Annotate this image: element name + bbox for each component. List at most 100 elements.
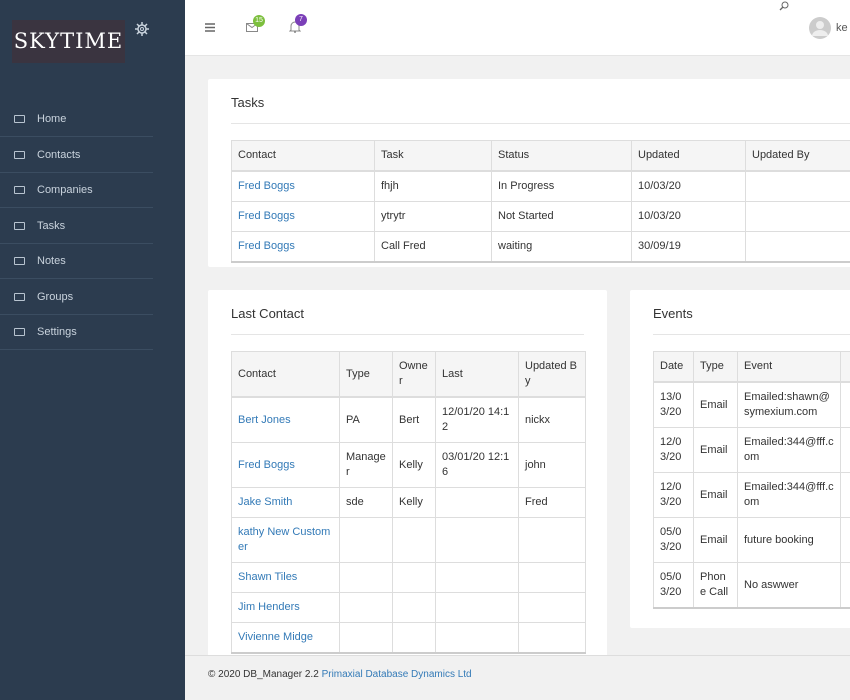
table-cell: Email <box>693 517 738 563</box>
cell-text: 12/01/20 14:12 <box>442 406 510 433</box>
settings-icon[interactable] <box>135 22 149 36</box>
contact-link[interactable]: Fred Boggs <box>238 180 295 192</box>
contact-link[interactable]: Jake Smith <box>238 496 293 508</box>
menu-toggle[interactable] <box>205 23 215 32</box>
header-row: Date Type Event <box>653 351 850 383</box>
search-icon[interactable] <box>779 1 789 11</box>
nav-icon <box>14 328 25 336</box>
nav-item[interactable]: Home <box>0 102 153 137</box>
table-cell: 05/03/20 <box>653 517 694 563</box>
contact-link[interactable]: Shawn Tiles <box>238 571 298 583</box>
table-cell: PA <box>339 396 393 443</box>
column-header: Task <box>374 140 492 172</box>
table-cell: Kelly <box>392 487 436 518</box>
divider <box>231 334 584 335</box>
table-cell <box>840 472 850 518</box>
table-cell: 10/03/20 <box>631 201 746 232</box>
cell-text: Phone Call <box>700 571 729 598</box>
nav-item[interactable]: Groups <box>0 280 153 315</box>
column-header: Contact <box>231 140 375 172</box>
cell-text: Emailed:344@fff.com <box>744 436 834 463</box>
cell-text: PA <box>346 413 360 426</box>
cell-text: Emailed:shawn@symexium.com <box>744 391 830 418</box>
table-row: Fred Boggs ytrytr Not Started 10/03/20 <box>231 201 850 232</box>
footer: © 2020 DB_Manager 2.2 Primaxial Database… <box>185 655 850 700</box>
table-row: Vivienne Midge <box>231 622 586 654</box>
user-name[interactable]: ke <box>836 22 848 34</box>
company-link[interactable]: Primaxial Database Dynamics Ltd <box>321 669 472 680</box>
table-cell <box>435 517 519 563</box>
table-row: 13/03/20 Email Emailed:shawn@symexium.com <box>653 381 850 428</box>
nav-item[interactable]: Tasks <box>0 209 153 244</box>
cell-text: Manager <box>346 451 386 478</box>
table-cell <box>840 381 850 428</box>
table-row: 05/03/20 Email future booking <box>653 517 850 563</box>
table-cell: Email <box>693 472 738 518</box>
cell-text: No aswwer <box>744 578 799 591</box>
table-cell: Fred <box>518 487 586 518</box>
table-cell <box>435 562 519 593</box>
table-row: 12/03/20 Email Emailed:344@fff.com <box>653 427 850 473</box>
nav-item[interactable]: Contacts <box>0 138 153 173</box>
cell-text: Emailed:344@fff.com <box>744 481 834 508</box>
contact-link[interactable]: kathy New Customer <box>238 526 331 553</box>
table-row: Fred Boggs Call Fred waiting 30/09/19 <box>231 231 850 263</box>
table-cell: In Progress <box>491 170 632 202</box>
table-cell: Email <box>693 427 738 473</box>
column-header: Event <box>737 351 841 383</box>
contact-link[interactable]: Vivienne Midge <box>238 631 314 643</box>
table-row: 12/03/20 Email Emailed:344@fff.com <box>653 472 850 518</box>
header-row: Contact Task Status Updated Updated By <box>231 140 850 172</box>
table-cell: Emailed:shawn@symexium.com <box>737 381 841 428</box>
contact-link[interactable]: Fred Boggs <box>238 458 295 471</box>
cell-text: 10/03/20 <box>638 210 681 222</box>
logo[interactable]: SKYTIME <box>12 20 125 63</box>
table-cell: Bert <box>392 396 436 443</box>
table-cell <box>840 427 850 473</box>
cell-text: Email <box>700 533 728 546</box>
table-cell: Call Fred <box>374 231 492 263</box>
table-cell: 03/01/20 12:16 <box>435 442 519 488</box>
contact-link[interactable]: Bert Jones <box>238 413 291 426</box>
column-header: Owner <box>392 351 436 398</box>
events-table: Date Type Event 13/03/20 Email Emailed:shawn@… <box>653 351 850 609</box>
column-header: Status <box>491 140 632 172</box>
nav-icon <box>14 150 25 159</box>
cell-text: 10/03/20 <box>638 180 681 192</box>
table-cell: Phone Call <box>693 562 738 609</box>
cell-text: Call Fred <box>381 240 426 252</box>
nav-label: Companies <box>37 184 93 196</box>
events-card: Events Date Type Event 13/03/20 Email Emailed… <box>630 290 850 628</box>
table-cell: 13/03/20 <box>653 381 694 428</box>
table-row: kathy New Customer <box>231 517 586 563</box>
cell-text: Not Started <box>498 210 554 222</box>
column-header <box>840 351 850 383</box>
contact-link[interactable]: Jim Henders <box>238 601 300 613</box>
cell-text: sde <box>346 496 364 508</box>
avatar[interactable] <box>809 17 831 39</box>
column-header: Type <box>339 351 393 398</box>
nav-icon <box>14 257 25 265</box>
table-cell: 10/03/20 <box>631 170 746 202</box>
nav-label: Groups <box>37 290 74 303</box>
contact-link[interactable]: Fred Boggs <box>238 240 295 252</box>
table-cell <box>745 170 850 202</box>
table-cell: Vivienne Midge <box>231 622 340 654</box>
table-cell <box>518 592 586 623</box>
card-title: Last Contact <box>231 306 304 321</box>
nav-icon <box>14 115 25 123</box>
table-cell <box>435 487 519 518</box>
cell-text: john <box>525 458 546 471</box>
cell-text: Email <box>700 443 728 456</box>
table-cell <box>392 562 436 593</box>
table-cell: Jim Henders <box>231 592 340 623</box>
table-row: Fred Boggs fhjh In Progress 10/03/20 <box>231 170 850 202</box>
nav-item[interactable]: Notes <box>0 244 153 279</box>
nav-item[interactable]: Companies <box>0 173 153 208</box>
contact-link[interactable]: Fred Boggs <box>238 210 295 222</box>
nav-label: Settings <box>37 326 77 338</box>
table-cell: Bert Jones <box>231 396 340 443</box>
cell-text: 12/03/20 <box>660 436 682 463</box>
nav-item[interactable]: Settings <box>0 315 153 350</box>
